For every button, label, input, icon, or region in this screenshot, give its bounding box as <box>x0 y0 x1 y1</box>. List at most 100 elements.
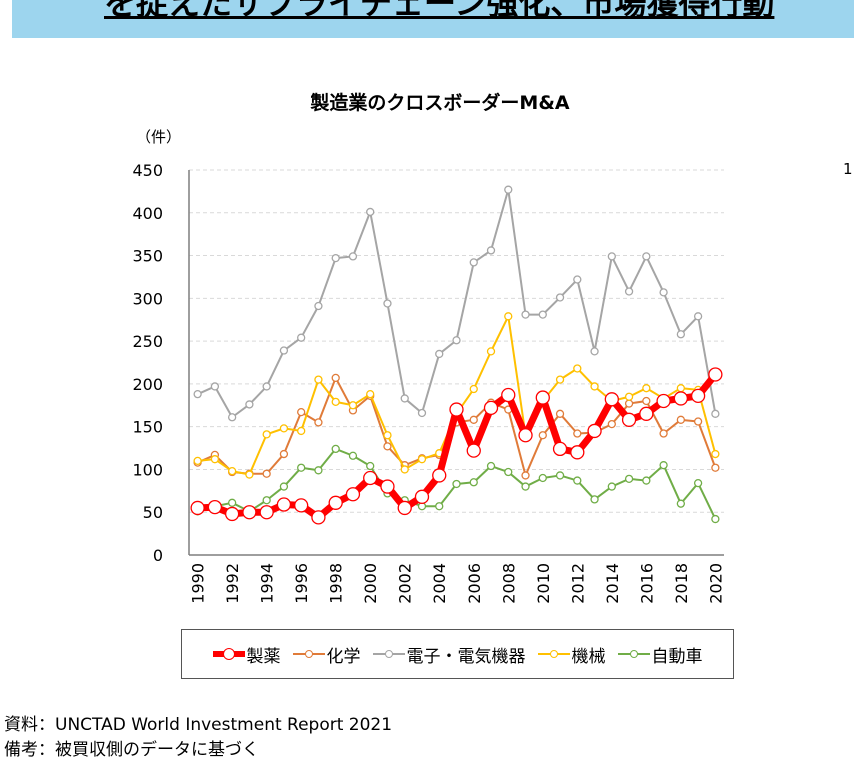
data-point <box>590 347 599 356</box>
data-point <box>624 474 634 484</box>
data-point <box>469 258 478 267</box>
data-point <box>676 415 686 424</box>
data-point <box>297 426 306 436</box>
data-point <box>193 390 202 399</box>
data-point <box>639 406 654 421</box>
data-point <box>363 470 378 486</box>
data-point <box>469 384 478 394</box>
data-point <box>210 382 220 391</box>
data-point <box>659 288 668 297</box>
data-point <box>328 495 343 510</box>
x-tick-label: 2020 <box>706 563 725 604</box>
data-point <box>297 333 306 342</box>
data-point <box>521 471 530 480</box>
x-tick-label: 2004 <box>430 563 449 604</box>
data-point <box>400 394 409 403</box>
legend-item: 機械 <box>537 642 606 667</box>
x-tick-label: 2002 <box>396 563 415 604</box>
data-point <box>279 424 289 433</box>
data-point <box>590 495 599 504</box>
data-point <box>331 373 340 383</box>
data-point <box>314 418 323 427</box>
data-point <box>624 392 634 401</box>
data-point <box>383 431 392 440</box>
data-point <box>555 471 565 480</box>
x-tick-label: 2012 <box>568 563 587 604</box>
data-point <box>693 417 703 426</box>
data-point <box>521 482 530 491</box>
data-point <box>673 391 689 406</box>
y-tick-label: 300 <box>132 289 163 308</box>
data-point <box>193 456 202 466</box>
x-tick-label: 1990 <box>189 563 208 604</box>
data-point <box>190 500 205 516</box>
data-point <box>518 428 533 443</box>
data-point <box>227 467 237 476</box>
data-point <box>711 514 720 524</box>
data-point <box>348 252 358 261</box>
x-tick-label: 2018 <box>672 563 691 604</box>
data-point <box>262 469 271 478</box>
data-point <box>693 478 703 488</box>
data-point <box>538 431 547 440</box>
data-point <box>279 346 289 355</box>
data-point <box>504 185 513 194</box>
data-point <box>414 489 430 504</box>
data-point <box>590 382 599 391</box>
data-point <box>690 388 706 404</box>
legend-label: 電子・電気機器 <box>406 646 526 667</box>
data-point <box>624 287 634 296</box>
legend-item: 製薬 <box>212 642 281 667</box>
data-point <box>693 312 703 321</box>
data-point <box>466 443 481 458</box>
data-point <box>383 299 392 308</box>
series-2 <box>193 185 720 422</box>
data-point <box>435 349 444 359</box>
data-point <box>469 415 478 424</box>
data-point <box>642 252 651 261</box>
data-point <box>262 382 271 391</box>
data-point <box>417 408 427 418</box>
data-point <box>242 505 257 520</box>
data-point <box>656 393 671 409</box>
series-3 <box>193 312 720 479</box>
y-tick-label: 100 <box>132 460 163 479</box>
data-point <box>486 347 496 356</box>
series-0 <box>190 367 723 525</box>
series-4 <box>193 444 720 524</box>
data-point <box>380 479 395 494</box>
legend-item: 自動車 <box>617 642 703 667</box>
y-tick-label: 150 <box>132 418 163 437</box>
data-point <box>331 253 340 263</box>
y-tick-label: 200 <box>132 375 163 394</box>
legend-marker-icon <box>617 650 650 658</box>
data-point <box>504 467 513 477</box>
y-tick-label: 250 <box>132 332 163 351</box>
data-point <box>279 482 289 491</box>
data-point <box>400 465 409 474</box>
data-point <box>538 310 547 319</box>
remark-note: 備考：被買収側のデータに基づく <box>4 740 259 760</box>
data-point <box>570 445 585 460</box>
legend-label: 機械 <box>571 646 606 667</box>
x-tick-label: 2008 <box>499 563 518 604</box>
data-point <box>383 442 392 451</box>
data-point <box>607 419 616 429</box>
data-point <box>311 510 326 525</box>
data-point <box>348 451 358 460</box>
data-point <box>624 399 634 408</box>
data-point <box>224 506 240 522</box>
banner-title: を捉えたサプライチェーン強化、市場獲得行動 <box>104 0 775 22</box>
data-point <box>297 407 306 417</box>
data-point <box>279 449 289 459</box>
data-point <box>587 423 602 439</box>
data-point <box>555 293 565 302</box>
data-point <box>452 479 461 489</box>
data-point <box>210 455 220 464</box>
data-point <box>314 375 323 384</box>
x-tick-label: 2014 <box>603 563 622 604</box>
legend-marker-icon <box>292 650 325 658</box>
data-point <box>345 487 361 502</box>
data-point <box>676 330 686 339</box>
